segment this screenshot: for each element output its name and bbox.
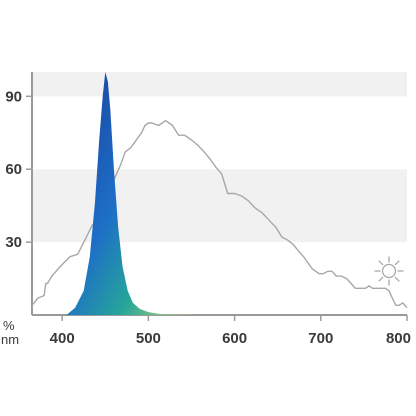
sun-icon: [374, 256, 404, 286]
x-tick-label: 400: [50, 330, 75, 347]
x-tick-label: 500: [136, 330, 161, 347]
x-tick-label: 700: [308, 330, 333, 347]
y-tick-label: 90: [5, 88, 22, 105]
emission-peak: [66, 72, 201, 315]
y-unit-label: %: [3, 318, 15, 333]
background-bands: [32, 72, 407, 243]
x-tick-label: 800: [386, 330, 411, 347]
x-unit-label: nm: [1, 332, 19, 347]
y-tick-label: 30: [5, 234, 22, 251]
x-tick-label: 600: [222, 330, 247, 347]
background-band: [32, 169, 407, 243]
tick-labels: 30 60 90 400 500 600 700 800: [5, 88, 411, 347]
series-layer: [31, 72, 408, 315]
y-tick-label: 60: [5, 161, 22, 178]
background-band: [32, 72, 407, 97]
